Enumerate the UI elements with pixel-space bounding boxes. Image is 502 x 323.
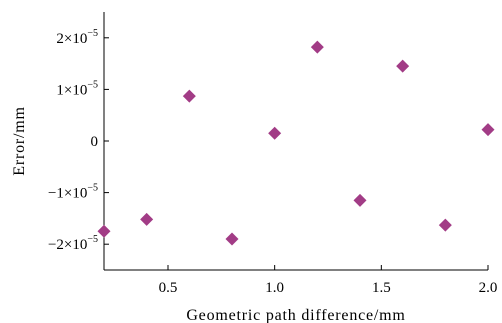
y-ticks: 2×10−51×10−50−1×10−5−2×10−5 xyxy=(48,28,109,253)
y-tick-exponent: −5 xyxy=(87,234,98,245)
axes xyxy=(103,12,488,271)
data-point xyxy=(396,59,410,73)
data-point xyxy=(438,218,452,232)
y-tick-exponent: −5 xyxy=(87,183,98,194)
x-tick-label: 1.0 xyxy=(265,280,284,296)
data-point xyxy=(268,126,282,140)
y-tick-exponent: −5 xyxy=(87,28,98,39)
x-ticks: 0.5 1.0 1.5 2.0 xyxy=(159,265,498,296)
x-tick-label: 2.0 xyxy=(479,280,498,296)
y-tick-exponent: −5 xyxy=(87,79,98,90)
data-point xyxy=(353,193,367,207)
y-tick-mantissa: 0 xyxy=(91,134,99,150)
y-tick-mantissa: 1×10 xyxy=(56,82,87,98)
y-tick-mantissa: −2×10 xyxy=(48,237,87,253)
data-point xyxy=(310,40,324,54)
x-tick-label: 0.5 xyxy=(159,280,178,296)
y-tick-label: 1×10−5 xyxy=(56,79,98,98)
y-tick-mantissa: −1×10 xyxy=(48,186,87,202)
y-tick-label: 2×10−5 xyxy=(56,28,98,47)
y-tick-label: 0 xyxy=(91,134,99,150)
data-point xyxy=(225,232,239,246)
y-axis-title: Error/mm xyxy=(11,106,28,176)
y-tick-mantissa: 2×10 xyxy=(56,31,87,47)
data-point xyxy=(97,224,111,238)
data-point xyxy=(140,212,154,226)
data-points xyxy=(97,40,495,246)
y-tick-label: −2×10−5 xyxy=(48,234,98,253)
y-tick-label: −1×10−5 xyxy=(48,183,98,202)
x-tick-label: 1.5 xyxy=(372,280,391,296)
data-point xyxy=(481,123,495,137)
x-axis-title: Geometric path difference/mm xyxy=(186,307,405,323)
data-point xyxy=(182,89,196,103)
